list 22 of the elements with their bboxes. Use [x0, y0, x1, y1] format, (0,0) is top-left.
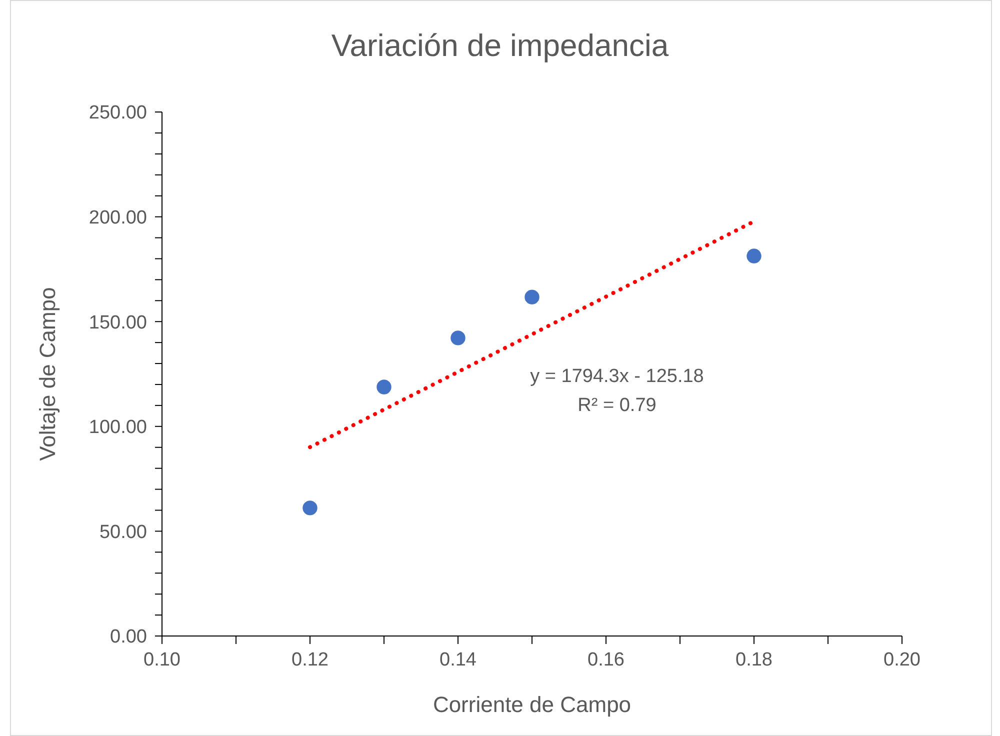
x-tick-label: 0.10: [144, 649, 180, 670]
x-tick-label: 0.18: [736, 649, 772, 670]
chart-title: Variación de impedancia: [330, 28, 670, 64]
y-axis-title: Voltaje de Campo: [35, 287, 61, 461]
annotation: y = 1794.3x - 125.18: [529, 366, 705, 388]
x-tick-label: 0.14: [440, 649, 477, 670]
x-tick-label: 0.20: [884, 649, 920, 670]
point: [746, 248, 762, 264]
point: [450, 330, 466, 346]
y-tick-label: 200.00: [88, 208, 147, 229]
y-tick-label: 150.00: [88, 312, 147, 334]
x-tick-label: 0.16: [588, 649, 624, 670]
point: [376, 380, 392, 394]
annotation: R² = 0.79: [576, 395, 658, 417]
x-tick-label: 0.12: [292, 649, 328, 670]
x-axis-title: Corriente de Campo: [432, 692, 632, 718]
point: [524, 290, 540, 304]
y-tick-label: 50.00: [99, 522, 147, 543]
y-tick-label: 250.00: [88, 102, 147, 124]
point: [302, 500, 318, 516]
y-tick-label: 100.00: [88, 417, 147, 438]
y-tick-label: 0.00: [110, 626, 147, 648]
